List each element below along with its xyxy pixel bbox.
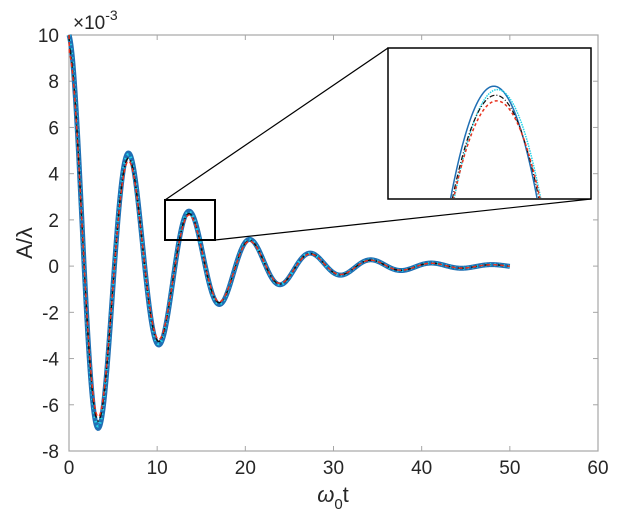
x-tick-label: 20 xyxy=(235,458,256,479)
x-axis-label: ω0t xyxy=(317,482,349,513)
x-tick-label: 40 xyxy=(411,458,432,479)
zoom-region-box xyxy=(164,199,216,241)
y-tick-label: 6 xyxy=(48,118,59,139)
tick-labels: 0 10 20 30 40 50 60 -8 -6 -4 -2 0 2 4 6 8 10 xyxy=(38,26,609,479)
y-tick-label: 2 xyxy=(48,211,59,232)
curve-dashed-red xyxy=(68,34,510,418)
inset-plot xyxy=(387,47,592,200)
y-tick-label: 0 xyxy=(48,257,59,278)
inset-curve-solid-blue xyxy=(449,85,538,198)
y-tick-label: -4 xyxy=(42,350,59,371)
x-tick-label: 30 xyxy=(323,458,344,479)
y-tick-label: 8 xyxy=(48,72,59,93)
x-tick-label: 10 xyxy=(147,458,168,479)
inset-connector-bottom xyxy=(214,198,592,241)
y-tick-label: -6 xyxy=(42,396,59,417)
main-curves xyxy=(66,34,511,431)
y-tick-label: -2 xyxy=(42,303,59,324)
y-tick-label: -8 xyxy=(42,442,59,463)
y-axis-label: A/λ xyxy=(12,227,37,259)
x-tick-label: 0 xyxy=(64,458,75,479)
y-tick-label: 4 xyxy=(48,165,59,186)
x-tick-label: 60 xyxy=(587,458,608,479)
axis-ticks xyxy=(68,34,599,452)
y-multiplier: ×10-3 xyxy=(73,7,118,34)
inset-connector-top xyxy=(164,47,389,201)
y-tick-label: 10 xyxy=(38,26,59,47)
x-tick-label: 50 xyxy=(499,458,520,479)
